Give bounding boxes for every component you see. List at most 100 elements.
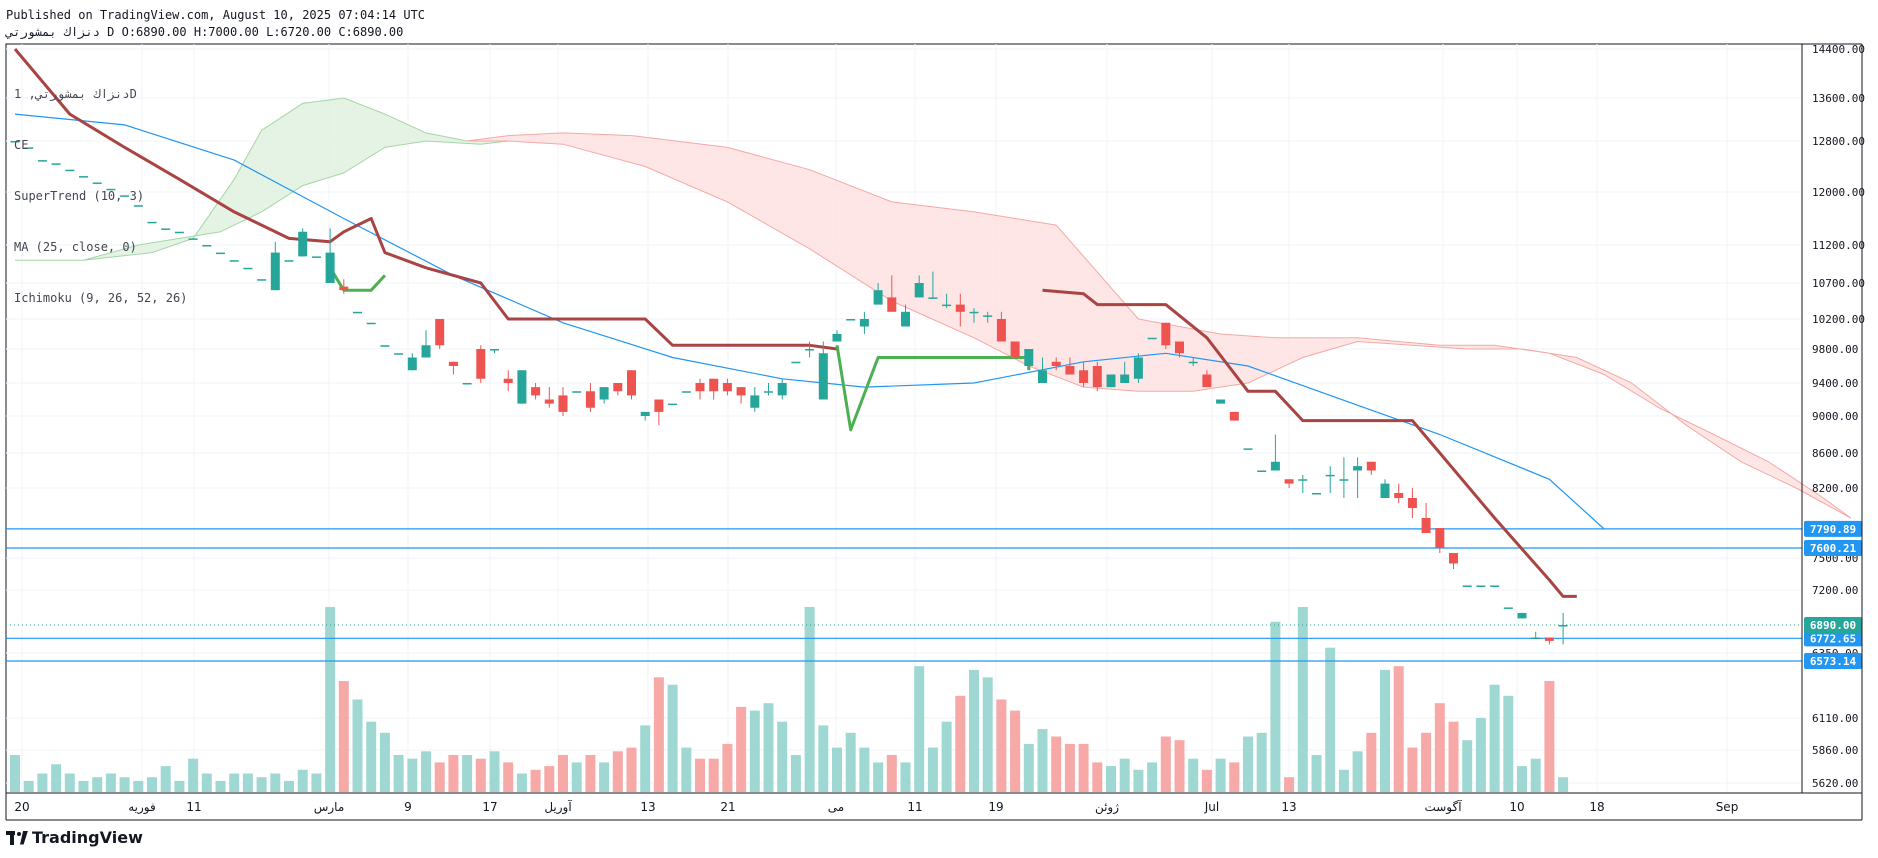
candle-body[interactable]	[353, 311, 362, 314]
ma-line[interactable]	[14, 113, 1605, 530]
candle-body[interactable]	[969, 311, 979, 314]
candle-body[interactable]	[1380, 483, 1390, 498]
candle-body[interactable]	[1257, 470, 1267, 473]
candle-body[interactable]	[407, 357, 417, 371]
candle-body[interactable]	[764, 391, 773, 393]
candle-body[interactable]	[1531, 637, 1541, 639]
candle-body[interactable]	[174, 231, 184, 234]
candle-body[interactable]	[1188, 361, 1198, 364]
candle-body[interactable]	[791, 361, 801, 364]
candle-body[interactable]	[366, 322, 376, 325]
candle-body[interactable]	[996, 319, 1006, 342]
candle-body[interactable]	[503, 378, 513, 383]
candle-body[interactable]	[311, 256, 321, 258]
candle-body[interactable]	[1284, 479, 1294, 484]
candle-body[interactable]	[1147, 337, 1157, 340]
candle-body[interactable]	[1421, 518, 1431, 533]
candle-body[interactable]	[640, 411, 650, 416]
candle-body[interactable]	[243, 267, 253, 270]
candle-body[interactable]	[380, 345, 390, 347]
candle-body[interactable]	[531, 387, 541, 396]
candle-body[interactable]	[1202, 374, 1212, 388]
supertrend-line[interactable]	[1042, 288, 1577, 598]
legend-ichimoku[interactable]: Ichimoku (9, 26, 52, 26)	[14, 291, 188, 305]
candle-body[interactable]	[873, 290, 883, 305]
candle-body[interactable]	[92, 182, 102, 184]
candle-body[interactable]	[1325, 474, 1335, 477]
candle-body[interactable]	[188, 238, 198, 240]
candle-body[interactable]	[572, 391, 582, 393]
candle-body[interactable]	[1353, 466, 1363, 471]
candle-body[interactable]	[859, 319, 869, 327]
candle-body[interactable]	[79, 176, 88, 178]
candle-body[interactable]	[1216, 399, 1226, 404]
candle-body[interactable]	[558, 395, 568, 412]
candle-body[interactable]	[1024, 349, 1034, 366]
candle-body[interactable]	[1449, 553, 1458, 564]
candle-body[interactable]	[818, 353, 828, 400]
candle-body[interactable]	[1243, 448, 1253, 450]
candle-body[interactable]	[1270, 461, 1280, 471]
legend-ma[interactable]: MA (25, close, 0)	[14, 240, 137, 254]
candle-body[interactable]	[270, 252, 280, 291]
candle-body[interactable]	[448, 361, 458, 366]
candle-body[interactable]	[476, 349, 486, 379]
candle-body[interactable]	[955, 304, 965, 312]
candle-body[interactable]	[1161, 322, 1171, 346]
candle-body[interactable]	[627, 370, 636, 396]
candle-body[interactable]	[1462, 585, 1472, 587]
candle-body[interactable]	[928, 297, 938, 299]
candle-body[interactable]	[147, 221, 157, 224]
candle-body[interactable]	[654, 399, 664, 412]
candle-body[interactable]	[106, 188, 116, 191]
candle-body[interactable]	[462, 383, 472, 385]
candle-body[interactable]	[216, 252, 225, 255]
candle-body[interactable]	[517, 370, 527, 404]
candle-body[interactable]	[695, 383, 705, 392]
candle-body[interactable]	[161, 228, 171, 230]
candle-body[interactable]	[668, 403, 678, 406]
candle-body[interactable]	[1366, 461, 1376, 471]
candle-body[interactable]	[901, 311, 910, 327]
candle-body[interactable]	[544, 399, 554, 404]
candle-body[interactable]	[325, 252, 335, 283]
candle-body[interactable]	[1229, 411, 1239, 421]
candle-body[interactable]	[421, 345, 431, 358]
supertrend-line[interactable]	[13, 48, 838, 351]
candle-body[interactable]	[1133, 357, 1143, 379]
candle-body[interactable]	[709, 378, 719, 392]
candle-body[interactable]	[777, 383, 787, 396]
candle-body[interactable]	[1106, 374, 1116, 388]
candle-body[interactable]	[1394, 493, 1404, 498]
candle-body[interactable]	[1175, 341, 1184, 354]
candle-body[interactable]	[435, 319, 445, 346]
candle-body[interactable]	[37, 160, 47, 162]
candle-body[interactable]	[750, 395, 760, 408]
candle-body[interactable]	[805, 349, 815, 351]
candle-body[interactable]	[1503, 607, 1513, 609]
candle-body[interactable]	[1435, 528, 1445, 548]
candle-body[interactable]	[736, 387, 746, 396]
candle-body[interactable]	[10, 141, 20, 143]
candle-body[interactable]	[1298, 479, 1308, 481]
candle-body[interactable]	[1065, 366, 1075, 375]
candle-body[interactable]	[1079, 370, 1089, 383]
candle-body[interactable]	[1092, 366, 1102, 388]
candle-body[interactable]	[202, 245, 212, 247]
candle-body[interactable]	[1339, 479, 1349, 481]
candle-body[interactable]	[490, 349, 499, 351]
candle-body[interactable]	[599, 387, 609, 400]
candle-body[interactable]	[339, 286, 349, 291]
candle-body[interactable]	[1051, 361, 1061, 366]
candle-body[interactable]	[722, 383, 732, 392]
tradingview-logo[interactable]: TradingView	[6, 828, 143, 847]
candle-body[interactable]	[394, 353, 404, 355]
candle-body[interactable]	[585, 391, 595, 408]
candle-body[interactable]	[1558, 625, 1568, 627]
candle-body[interactable]	[681, 391, 691, 393]
candle-body[interactable]	[1490, 585, 1500, 587]
supertrend-line[interactable]	[328, 267, 387, 292]
candle-body[interactable]	[120, 195, 130, 197]
legend-supertrend[interactable]: SuperTrend (10, 3)	[14, 189, 145, 203]
